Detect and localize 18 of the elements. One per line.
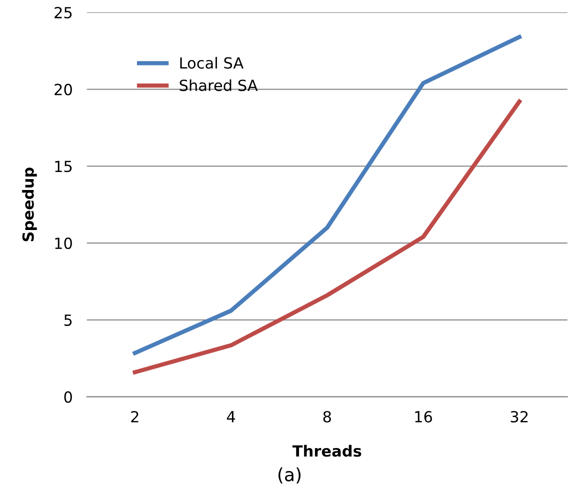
line-series bbox=[132, 34, 522, 356]
y-axis-title: Speedup bbox=[22, 168, 37, 242]
y-tick-label: 10 bbox=[55, 238, 72, 250]
x-tick-label: 16 bbox=[415, 410, 432, 423]
y-tick-label: 25 bbox=[54, 6, 72, 18]
y-tick-label: 20 bbox=[54, 84, 72, 96]
y-tick-label: 0 bbox=[64, 391, 72, 403]
y-tick-label: 5 bbox=[64, 314, 72, 326]
x-axis-title: Threads bbox=[292, 444, 362, 457]
text: (a) bbox=[278, 467, 301, 484]
legend-label: Shared SA bbox=[180, 79, 258, 92]
y-tick-label: 15 bbox=[55, 160, 72, 172]
line-series bbox=[132, 99, 522, 374]
legend-label: Local SA bbox=[180, 56, 244, 69]
x-tick-label: 32 bbox=[510, 410, 528, 423]
x-tick-label: 8 bbox=[323, 410, 331, 423]
x-tick-label: 4 bbox=[226, 411, 236, 422]
x-tick-label: 2 bbox=[131, 410, 138, 422]
